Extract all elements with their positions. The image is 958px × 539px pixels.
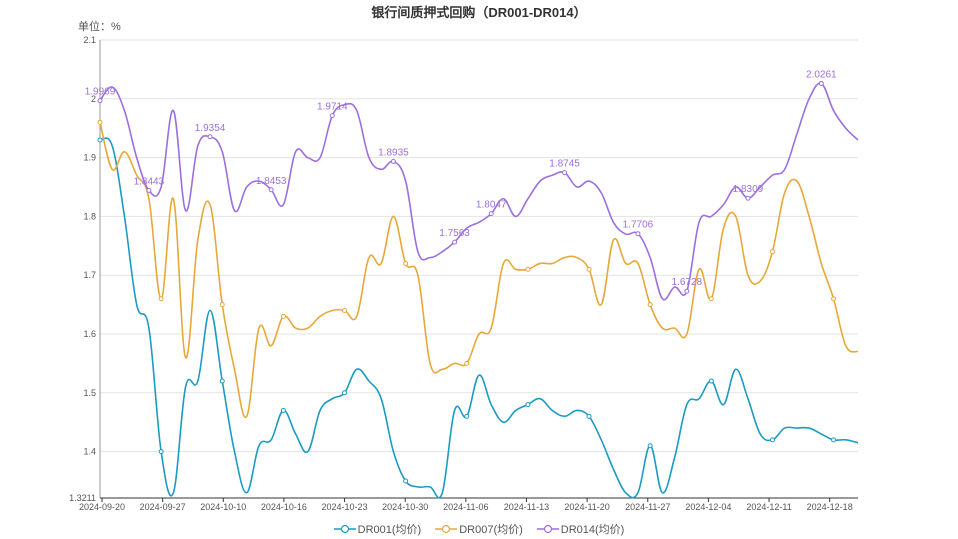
- data-point-dr007: [403, 260, 409, 266]
- data-label-dr014: 1.7706: [623, 220, 654, 231]
- y-tick-label: 1.8: [83, 211, 96, 221]
- x-tick-label: 2024-11-06: [443, 502, 488, 512]
- y-tick-label: 1.7: [83, 270, 96, 280]
- series-line-dr007: [99, 122, 859, 419]
- y-tick-label: 1.5: [83, 388, 96, 398]
- data-point-dr001: [219, 378, 225, 384]
- data-point-dr014: [452, 239, 458, 245]
- legend-item-dr014[interactable]: DR014(均价): [536, 521, 625, 537]
- y-tick-label: 2: [91, 94, 96, 104]
- y-tick-label: 1.4: [83, 447, 96, 457]
- data-label-dr014: 1.8453: [256, 176, 287, 187]
- data-point-dr007: [219, 302, 225, 308]
- series-line-dr014: [99, 82, 859, 301]
- data-point-dr001: [280, 407, 286, 413]
- data-label-dr014: 1.8935: [378, 147, 409, 158]
- data-label-dr014: 1.8745: [549, 159, 580, 170]
- data-point-dr007: [342, 307, 348, 313]
- data-point-dr001: [97, 137, 103, 143]
- x-tick-label: 2024-10-30: [382, 502, 428, 512]
- data-point-dr014: [390, 158, 396, 164]
- data-point-dr007: [280, 313, 286, 319]
- y-tick-label: 1.9: [83, 153, 96, 163]
- x-tick-label: 2024-11-27: [625, 502, 670, 512]
- data-label-dr014: 1.8047: [476, 200, 507, 211]
- data-point-dr001: [464, 413, 470, 419]
- data-point-dr001: [525, 402, 531, 408]
- x-tick-label: 2024-12-04: [685, 502, 731, 512]
- data-label-dr014: 1.8443: [134, 176, 165, 187]
- x-tick-label: 2024-10-16: [261, 502, 307, 512]
- x-tick-label: 2024-10-10: [200, 502, 246, 512]
- x-tick-label: 2024-11-13: [504, 502, 549, 512]
- legend-label: DR014(均价): [560, 524, 625, 536]
- legend: DR001(均价) DR007(均价) DR014(均价): [0, 521, 958, 537]
- data-point-dr001: [647, 443, 653, 449]
- data-point-dr014: [207, 134, 213, 140]
- data-point-dr014: [488, 211, 494, 217]
- data-label-dr014: 1.9354: [195, 123, 226, 134]
- data-point-dr001: [586, 413, 592, 419]
- legend-label: DR007(均价): [459, 524, 523, 536]
- data-point-dr014: [745, 195, 751, 201]
- data-point-dr007: [525, 266, 531, 272]
- data-label-dr014: 2.0261: [806, 69, 837, 80]
- legend-marker-icon: [435, 524, 458, 534]
- grid-layer: [100, 39, 858, 499]
- x-tick-label: 2024-12-11: [746, 502, 791, 512]
- data-point-dr014: [329, 113, 335, 119]
- data-point-dr007: [708, 296, 714, 302]
- data-point-dr007: [97, 119, 103, 125]
- legend-marker-icon: [536, 524, 559, 534]
- data-point-dr001: [403, 478, 409, 484]
- x-tick-label: 2024-12-18: [807, 502, 853, 512]
- y-tick-label: 2.1: [83, 35, 96, 45]
- legend-label: DR001(均价): [357, 524, 422, 536]
- data-point-dr001: [708, 378, 714, 384]
- data-point-dr007: [464, 360, 470, 366]
- data-point-dr001: [831, 437, 837, 443]
- legend-item-dr007[interactable]: DR007(均价): [435, 521, 523, 537]
- data-point-dr007: [158, 296, 164, 302]
- data-point-dr014: [818, 80, 824, 86]
- x-tick-label: 2024-11-20: [564, 502, 609, 512]
- data-point-dr014: [562, 170, 568, 176]
- data-point-dr014: [146, 187, 152, 193]
- data-label-dr014: 1.6728: [672, 277, 703, 288]
- data-label-dr014: 1.9714: [317, 102, 348, 113]
- data-point-dr014: [268, 187, 274, 193]
- y-tick-label: 1.6: [83, 329, 96, 339]
- y-tick-label: 1.3211: [69, 493, 96, 503]
- data-point-dr001: [769, 437, 775, 443]
- data-label-dr014: 1.7563: [439, 228, 470, 239]
- data-point-dr007: [831, 296, 837, 302]
- data-label-dr014: 1.8309: [733, 184, 764, 195]
- data-point-dr014: [97, 98, 103, 104]
- data-point-dr014: [684, 288, 690, 294]
- series-layer: [97, 80, 859, 499]
- chart-title: 银行间质押式回购（DR001-DR014）: [371, 5, 587, 20]
- x-tick-label: 2024-09-27: [140, 502, 186, 512]
- legend-marker-icon: [333, 524, 356, 534]
- data-point-dr007: [586, 266, 592, 272]
- data-label-layer: 1.9969 1.8443 1.9354 1.8453 1.9714 1.8935 1.75…: [85, 69, 837, 288]
- x-tick-label: 2024-10-23: [322, 502, 368, 512]
- data-point-dr001: [342, 390, 348, 396]
- data-point-dr007: [647, 302, 653, 308]
- data-point-dr001: [158, 449, 164, 455]
- legend-item-dr001[interactable]: DR001(均价): [333, 521, 422, 537]
- x-tick-label: 2024-09-20: [79, 502, 125, 512]
- data-point-dr007: [769, 249, 775, 255]
- data-label-dr014: 1.9969: [85, 87, 116, 98]
- data-point-dr014: [635, 231, 641, 237]
- unit-label: 单位：%: [78, 21, 121, 33]
- axis-layer: 1.3211 1.4 1.5 1.6 1.7 1.8 1.9 2 2.1 2024-09-20 20…: [69, 35, 858, 512]
